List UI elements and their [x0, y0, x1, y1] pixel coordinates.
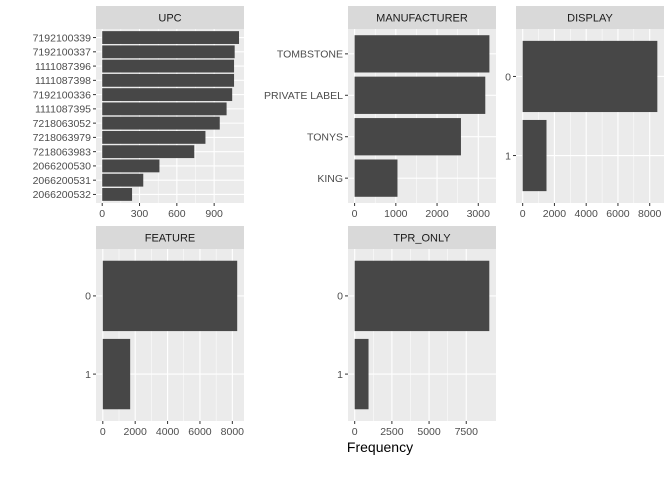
y-tick-label: TONYS — [307, 132, 343, 144]
y-tick-label: 7192100336 — [33, 89, 92, 101]
y-tick-label: KING — [317, 173, 343, 185]
y-tick-label: 7218063979 — [33, 132, 92, 144]
y-tick-label: 0 — [505, 71, 511, 83]
x-tick-label: 8000 — [638, 208, 662, 220]
bar — [102, 260, 238, 332]
bar — [102, 145, 195, 159]
x-tick-label: 3000 — [467, 208, 491, 220]
facet-title: MANUFACTURER — [376, 13, 468, 25]
x-tick-label: 8000 — [221, 426, 245, 438]
x-tick-label: 2000 — [425, 208, 449, 220]
y-tick-label: 1 — [505, 150, 511, 162]
x-tick-label: 2000 — [543, 208, 567, 220]
bar — [102, 59, 235, 73]
facet-title: FEATURE — [145, 233, 196, 245]
bar — [102, 130, 206, 144]
y-tick-label: 2066200531 — [33, 175, 92, 187]
x-tick-label: 5000 — [417, 426, 441, 438]
y-tick-label: 2066200532 — [33, 189, 92, 201]
y-tick-label: 0 — [85, 291, 91, 303]
bar — [102, 116, 220, 130]
bar — [102, 173, 144, 187]
bar — [354, 159, 398, 197]
x-tick-label: 0 — [352, 208, 358, 220]
y-tick-label: 1111087398 — [35, 75, 91, 87]
bar — [102, 159, 160, 173]
facet-title: DISPLAY — [567, 13, 613, 25]
bar — [102, 188, 133, 201]
bar — [522, 40, 658, 113]
bar — [102, 338, 131, 410]
x-tick-label: 0 — [352, 426, 358, 438]
x-tick-label: 2000 — [124, 426, 148, 438]
y-tick-label: 7218063052 — [33, 118, 92, 130]
x-tick-label: 2500 — [380, 426, 404, 438]
facet-strip — [96, 226, 244, 249]
facet-strip — [348, 6, 496, 29]
bar — [522, 119, 547, 192]
facet-strip — [516, 6, 664, 29]
y-tick-label: 1111087396 — [35, 61, 91, 73]
y-tick-label: 7192100337 — [33, 47, 92, 59]
bar — [102, 45, 235, 59]
x-tick-label: 900 — [205, 208, 223, 220]
bar — [102, 102, 227, 116]
y-tick-label: PRIVATE LABEL — [264, 90, 343, 102]
x-tick-label: 0 — [99, 208, 105, 220]
x-tick-label: 6000 — [606, 208, 630, 220]
facet-strip — [96, 6, 244, 29]
bar — [354, 338, 369, 410]
x-tick-label: 300 — [131, 208, 149, 220]
y-tick-label: 1 — [337, 369, 343, 381]
y-tick-label: TOMBSTONE — [277, 49, 343, 61]
x-tick-label: 0 — [520, 208, 526, 220]
x-tick-label: 6000 — [188, 426, 212, 438]
x-axis-label: Frequency — [347, 439, 413, 455]
y-tick-label: 0 — [337, 291, 343, 303]
facet-title: TPR_ONLY — [393, 233, 451, 245]
y-tick-label: 1111087395 — [35, 104, 91, 116]
bar — [102, 73, 235, 87]
y-tick-label: 1 — [85, 369, 91, 381]
x-tick-label: 0 — [100, 426, 106, 438]
x-tick-label: 1000 — [384, 208, 408, 220]
y-tick-label: 7192100339 — [33, 32, 92, 44]
y-tick-label: 7218063983 — [33, 146, 92, 158]
bar — [354, 260, 490, 332]
bar — [354, 76, 486, 114]
facet-title: UPC — [158, 13, 181, 25]
bar — [102, 88, 233, 102]
x-tick-label: 7500 — [455, 426, 479, 438]
x-tick-label: 4000 — [156, 426, 180, 438]
x-tick-label: 600 — [168, 208, 186, 220]
bar — [102, 31, 240, 44]
bar — [354, 118, 461, 156]
facet-strip — [348, 226, 496, 249]
x-tick-label: 4000 — [575, 208, 599, 220]
y-tick-label: 2066200530 — [33, 161, 92, 173]
bar — [354, 35, 490, 73]
